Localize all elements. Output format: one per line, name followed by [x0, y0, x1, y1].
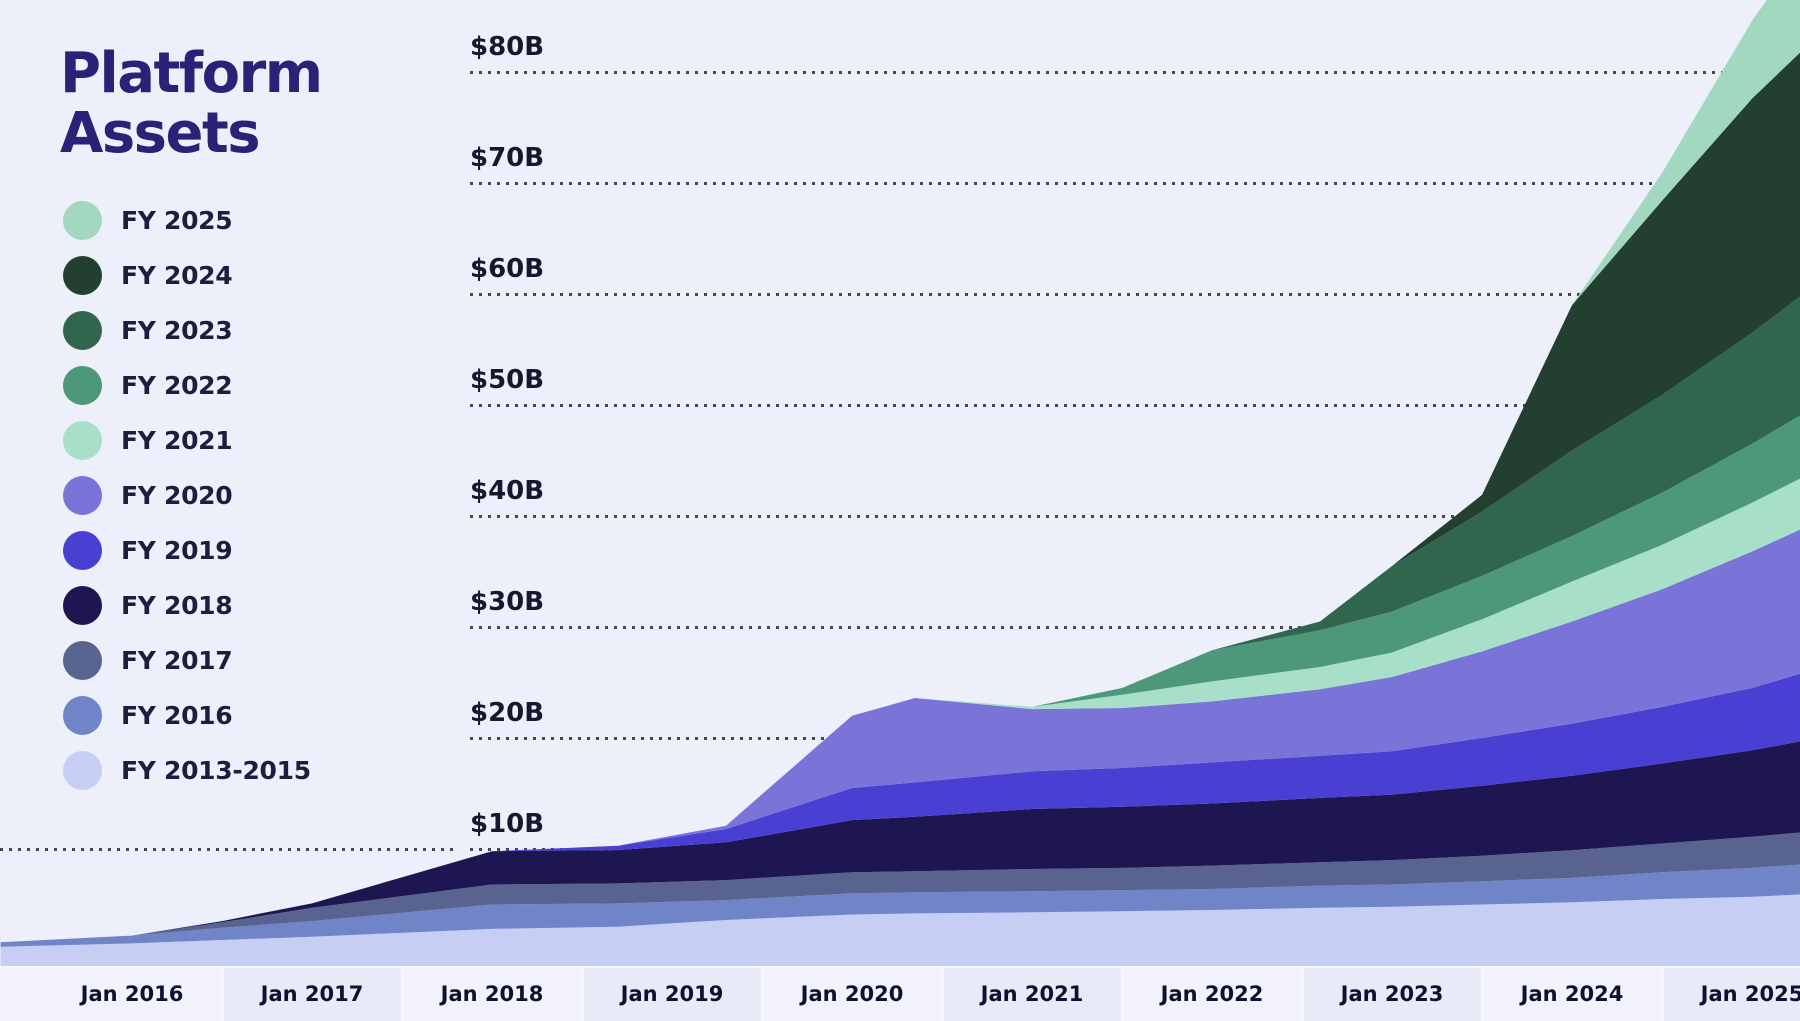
legend-swatch-fy-2022 — [63, 366, 102, 405]
footer-separator — [581, 968, 584, 1021]
legend-label: FY 2013-2015 — [121, 756, 311, 785]
y-tick-label-60b: $60B — [470, 252, 559, 288]
legend-label: FY 2023 — [121, 316, 233, 345]
x-axis: Jan 2016 Jan 2017 Jan 2018 Jan 2019 Jan 2020… — [0, 966, 1800, 1021]
page-title: Platform Assets — [60, 41, 323, 167]
gridline-10b-left-segment — [0, 848, 455, 851]
footer-separator — [401, 968, 404, 1021]
footer-column — [942, 968, 1122, 1021]
legend-label: FY 2024 — [121, 261, 233, 290]
legend-swatch-fy-2018 — [63, 586, 102, 625]
gridline-70b — [470, 182, 1800, 185]
legend-item-fy-2022: FY 2022 — [63, 358, 311, 413]
legend-item-fy-2025: FY 2025 — [63, 193, 311, 248]
footer-separator — [1481, 968, 1484, 1021]
legend: FY 2025 FY 2024 FY 2023 FY 2022 FY 2021 FY 20… — [63, 193, 311, 798]
legend-swatch-fy-2017 — [63, 641, 102, 680]
y-tick-label-40b: $40B — [470, 474, 559, 510]
title-line-2: Assets — [60, 101, 261, 167]
footer-column — [582, 968, 762, 1021]
title-line-1: Platform — [60, 41, 323, 106]
legend-label: FY 2022 — [121, 371, 233, 400]
footer-separator — [941, 968, 944, 1021]
legend-swatch-fy-2019 — [63, 531, 102, 570]
legend-item-fy-2016: FY 2016 — [63, 688, 311, 743]
x-tick-label-jan-2020: Jan 2020 — [800, 981, 904, 1006]
legend-item-fy-2018: FY 2018 — [63, 578, 311, 633]
legend-swatch-fy-2020 — [63, 476, 102, 515]
legend-swatch-fy-2023 — [63, 311, 102, 350]
area-fy-2016 — [0, 864, 1800, 947]
x-tick-label-jan-2017: Jan 2017 — [260, 981, 364, 1006]
legend-item-fy-2023: FY 2023 — [63, 303, 311, 358]
y-tick-label-10b: $10B — [470, 807, 559, 843]
footer-column — [762, 968, 942, 1021]
legend-swatch-fy-2021 — [63, 421, 102, 460]
legend-label: FY 2016 — [121, 701, 233, 730]
area-fy-2020 — [0, 529, 1800, 943]
footer-column — [1482, 968, 1662, 1021]
legend-item-fy-2024: FY 2024 — [63, 248, 311, 303]
gridline-30b — [470, 626, 1800, 629]
gridline-80b — [470, 71, 1800, 74]
gridline-40b — [470, 515, 1800, 518]
legend-item-fy-2017: FY 2017 — [63, 633, 311, 688]
footer-column — [1662, 968, 1800, 1021]
footer-separator — [761, 968, 764, 1021]
y-tick-label-70b: $70B — [470, 141, 559, 177]
footer-column — [222, 968, 402, 1021]
x-tick-label-jan-2025: Jan 2025 — [1700, 981, 1800, 1006]
y-tick-label-80b: $80B — [470, 30, 559, 66]
area-fy-2018 — [0, 741, 1800, 943]
gridline-50b — [470, 404, 1800, 407]
legend-swatch-fy-2025 — [63, 201, 102, 240]
legend-swatch-fy-2024 — [63, 256, 102, 295]
footer-separator — [221, 968, 224, 1021]
y-tick-label-50b: $50B — [470, 363, 559, 399]
footer-column — [1302, 968, 1482, 1021]
stacked-area-plot — [0, 0, 1800, 966]
y-tick-label-30b: $30B — [470, 585, 559, 621]
legend-label: FY 2017 — [121, 646, 233, 675]
legend-label: FY 2021 — [121, 426, 233, 455]
footer-column — [402, 968, 582, 1021]
footer-separator — [1301, 968, 1304, 1021]
x-tick-label-jan-2016: Jan 2016 — [80, 981, 184, 1006]
x-tick-label-jan-2022: Jan 2022 — [1160, 981, 1264, 1006]
legend-label: FY 2018 — [121, 591, 233, 620]
gridline-60b — [470, 293, 1800, 296]
legend-swatch-fy-2016 — [63, 696, 102, 735]
x-tick-label-jan-2024: Jan 2024 — [1520, 981, 1624, 1006]
x-tick-label-jan-2019: Jan 2019 — [620, 981, 724, 1006]
legend-label: FY 2020 — [121, 481, 233, 510]
legend-item-fy-2020: FY 2020 — [63, 468, 311, 523]
legend-item-fy-2021: FY 2021 — [63, 413, 311, 468]
area-fy-2019 — [0, 673, 1800, 943]
legend-swatch-fy-2013-2015 — [63, 751, 102, 790]
y-tick-label-20b: $20B — [470, 696, 559, 732]
legend-item-fy-2019: FY 2019 — [63, 523, 311, 578]
footer-column — [0, 968, 222, 1021]
legend-label: FY 2019 — [121, 536, 233, 565]
legend-label: FY 2025 — [121, 206, 233, 235]
x-tick-label-jan-2023: Jan 2023 — [1340, 981, 1444, 1006]
footer-separator — [1661, 968, 1664, 1021]
footer-separator — [1121, 968, 1124, 1021]
area-fy-2017 — [0, 832, 1800, 943]
x-tick-label-jan-2018: Jan 2018 — [440, 981, 544, 1006]
footer-column — [1122, 968, 1302, 1021]
area-fy-2013-2015 — [0, 894, 1800, 966]
legend-item-fy-2013-2015: FY 2013-2015 — [63, 743, 311, 798]
x-tick-label-jan-2021: Jan 2021 — [980, 981, 1084, 1006]
